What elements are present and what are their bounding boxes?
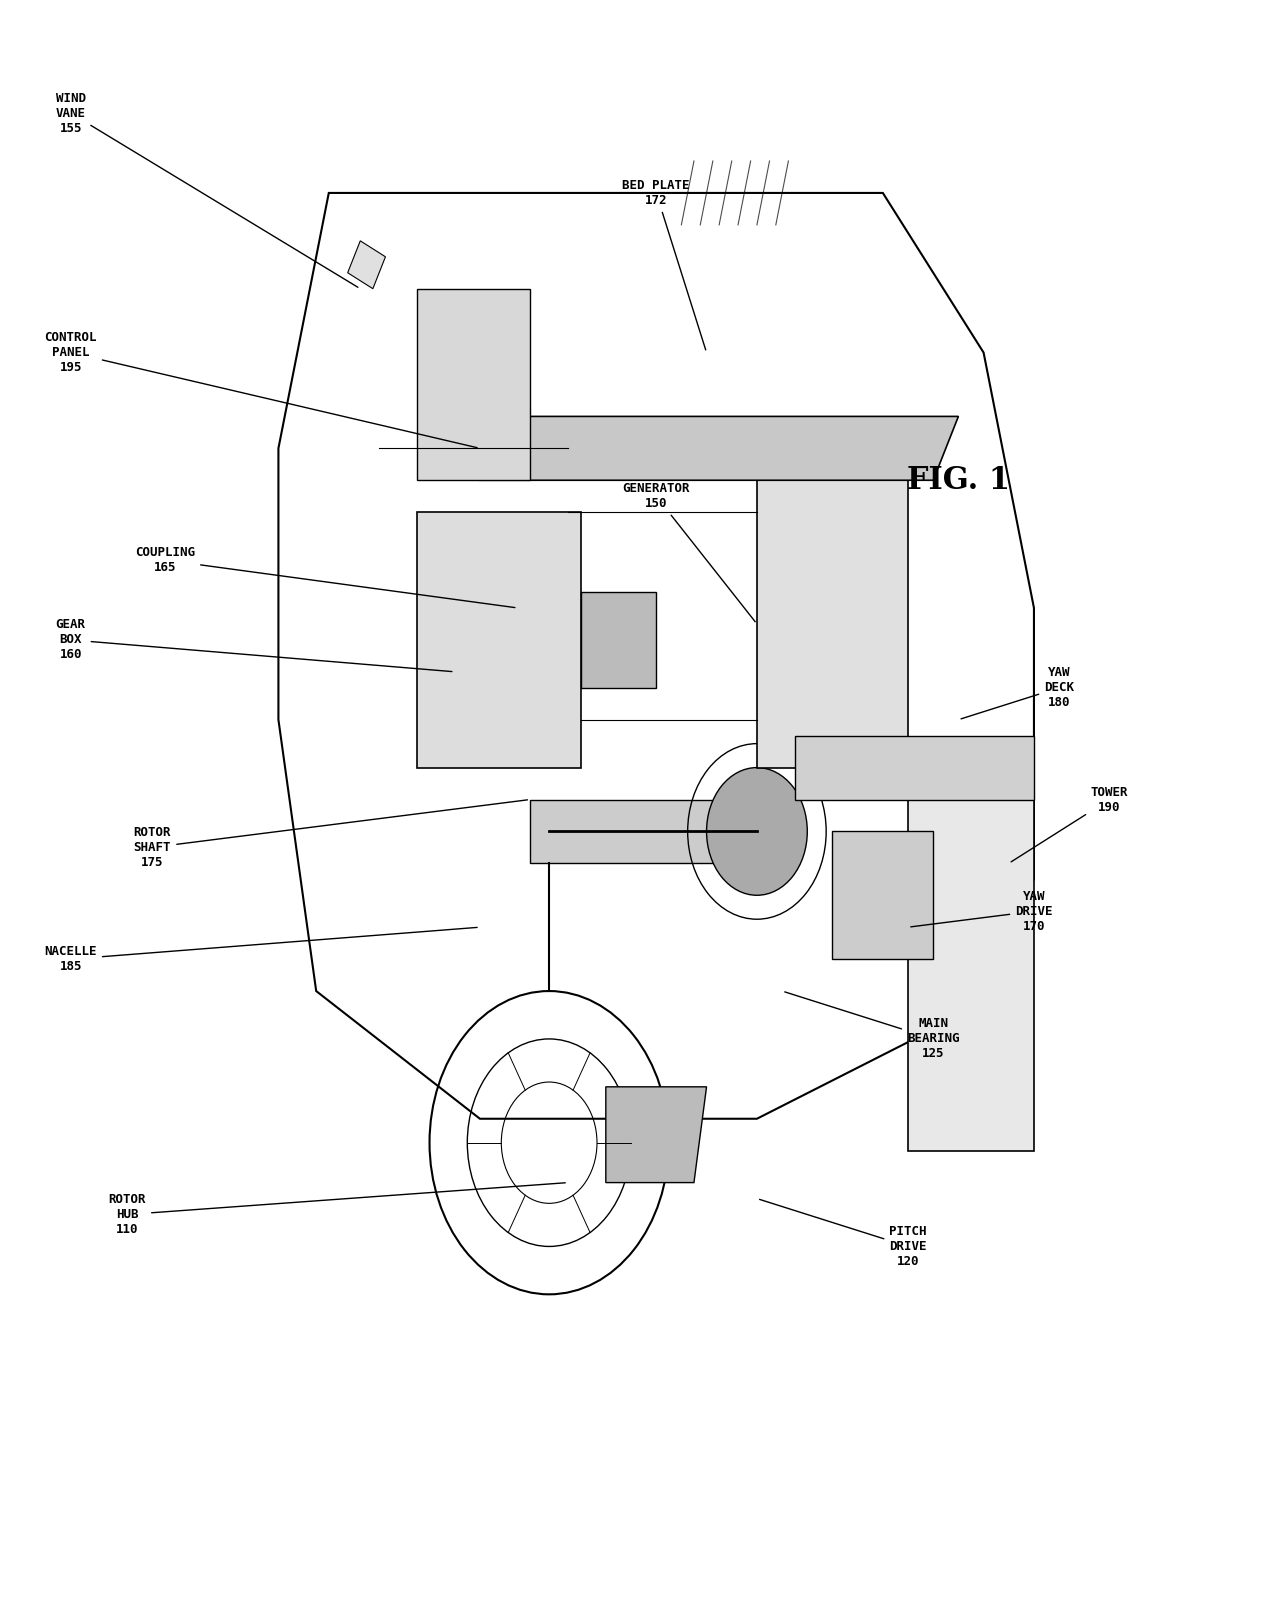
Polygon shape bbox=[480, 416, 958, 480]
Bar bbox=[530, 800, 719, 863]
Text: MAIN
BEARING
125: MAIN BEARING 125 bbox=[785, 991, 959, 1060]
Text: NACELLE
185: NACELLE 185 bbox=[44, 927, 477, 974]
Text: CONTROL
PANEL
195: CONTROL PANEL 195 bbox=[44, 331, 477, 448]
Polygon shape bbox=[757, 480, 909, 768]
Text: GEAR
BOX
160: GEAR BOX 160 bbox=[56, 619, 452, 672]
Polygon shape bbox=[416, 289, 530, 480]
Polygon shape bbox=[795, 736, 1034, 800]
Text: FIG. 1: FIG. 1 bbox=[907, 465, 1010, 496]
Text: WIND
VANE
155: WIND VANE 155 bbox=[56, 91, 358, 288]
Text: COUPLING
165: COUPLING 165 bbox=[135, 547, 515, 608]
Circle shape bbox=[707, 768, 808, 895]
Text: BED PLATE
172: BED PLATE 172 bbox=[622, 179, 705, 350]
Text: ROTOR
SHAFT
175: ROTOR SHAFT 175 bbox=[134, 800, 528, 868]
Polygon shape bbox=[416, 512, 581, 768]
Text: GENERATOR
150: GENERATOR 150 bbox=[622, 483, 755, 622]
Polygon shape bbox=[909, 800, 1034, 1151]
Polygon shape bbox=[833, 831, 933, 959]
Text: PITCH
DRIVE
120: PITCH DRIVE 120 bbox=[760, 1199, 926, 1268]
Text: YAW
DECK
180: YAW DECK 180 bbox=[962, 667, 1074, 720]
Polygon shape bbox=[347, 241, 385, 289]
Polygon shape bbox=[581, 592, 656, 688]
Text: TOWER
190: TOWER 190 bbox=[1011, 785, 1128, 862]
Text: YAW
DRIVE
170: YAW DRIVE 170 bbox=[911, 889, 1053, 932]
Text: ROTOR
HUB
110: ROTOR HUB 110 bbox=[109, 1183, 565, 1236]
Polygon shape bbox=[606, 1087, 707, 1183]
